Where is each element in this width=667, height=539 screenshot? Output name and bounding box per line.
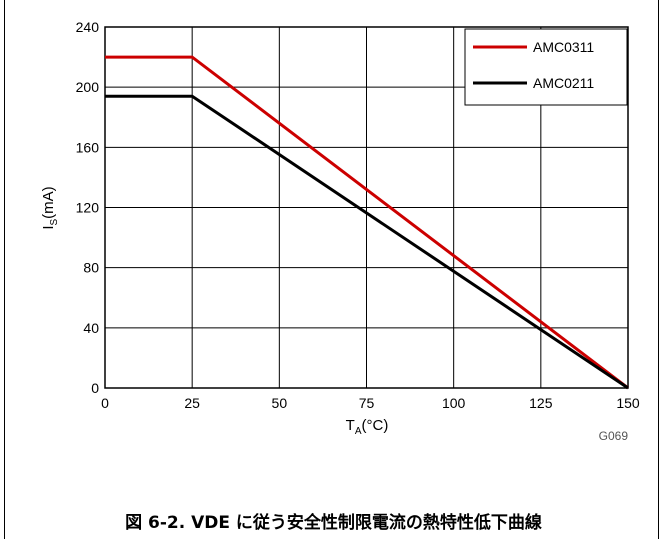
x-axis-label: TA(°C) — [346, 417, 389, 437]
legend-label-amc0211: AMC0211 — [533, 75, 594, 91]
y-tick-label: 120 — [76, 200, 100, 216]
y-tick-label: 80 — [83, 260, 99, 276]
series-line-amc0311 — [105, 55, 629, 390]
y-tick-label: 160 — [76, 139, 100, 155]
y-tick-label: 40 — [83, 320, 99, 336]
y-tick-label: 0 — [91, 380, 99, 396]
x-tick-label: 50 — [272, 395, 288, 411]
x-tick-label: 100 — [442, 395, 466, 411]
y-tick-label: 240 — [76, 19, 100, 35]
x-tick-label: 150 — [616, 395, 640, 411]
figure-caption: 図 6-2. VDE に従う安全性制限電流の熱特性低下曲線 — [125, 513, 542, 533]
legend-box — [464, 28, 628, 106]
x-tick-label: 25 — [184, 395, 200, 411]
figure-id: G069 — [599, 429, 629, 443]
x-tick-label: 0 — [101, 395, 109, 411]
tick-labels: 0 25 50 75 100 125 150 0 40 80 120 160 200 240 — [76, 19, 640, 411]
x-tick-label: 75 — [359, 395, 375, 411]
figure-frame — [4, 0, 659, 539]
plot-border — [104, 26, 629, 389]
y-tick-label: 200 — [76, 79, 100, 95]
y-axis-label: IS(mA) — [40, 186, 60, 229]
x-tick-label: 125 — [529, 395, 553, 411]
legend: AMC0311 AMC0211 — [464, 28, 628, 106]
series-lines — [105, 55, 629, 390]
series-line-amc0211 — [105, 94, 629, 390]
legend-label-amc0311: AMC0311 — [533, 39, 594, 55]
